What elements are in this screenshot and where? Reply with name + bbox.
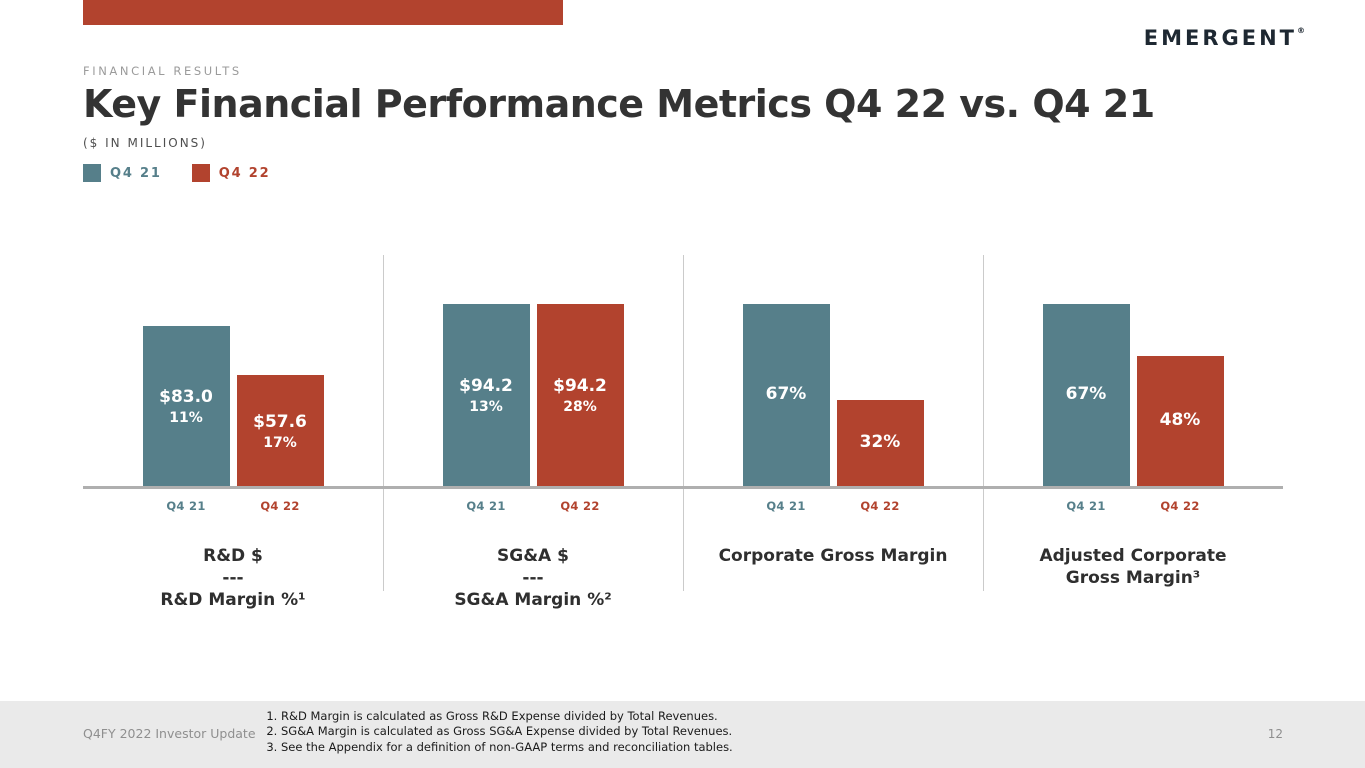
bar-value-label: $83.0 [159,387,213,407]
bar-q4-22: 48% [1136,356,1224,487]
bar-margin-label: 17% [263,434,297,451]
emergent-logo: EMERGENT® [1144,26,1305,50]
logo-text: EMERGENT [1143,26,1297,50]
group-label-line: --- [222,568,244,589]
axis-label-q4-22: Q4 22 [860,499,900,513]
bar-pair: 67% 32% [683,255,983,487]
legend-swatch-q4-22 [191,164,210,182]
chart-group-corporate-gross-margin: 67% 32% Q4 21 Q4 22 Corporate Gross Marg… [683,255,983,611]
bar-value-label: 67% [1065,384,1107,404]
bar-q4-21: 67% [1042,304,1130,487]
axis-labels: Q4 21 Q4 22 [383,487,683,513]
bar-pair: 67% 48% [983,255,1283,487]
bar-q4-21: $94.2 13% [442,304,530,487]
bar-pair: $94.2 13% $94.2 28% [383,255,683,487]
section-eyebrow: FINANCIAL RESULTS [83,64,242,78]
axis-label-q4-21: Q4 21 [166,499,206,513]
bar-q4-22: $57.6 17% [236,375,324,487]
group-label-line: SG&A Margin %² [454,590,612,611]
group-label: Adjusted Corporate Gross Margin³ [983,545,1283,589]
group-label-line: SG&A $ [497,546,569,566]
footnote-1: R&D Margin is calculated as Gross R&D Ex… [281,709,733,724]
bar-q4-22: $94.2 28% [536,304,624,487]
page-title: Key Financial Performance Metrics Q4 22 … [83,82,1155,126]
legend: Q4 21 Q4 22 [83,164,270,182]
footnote-2: SG&A Margin is calculated as Gross SG&A … [281,724,733,739]
axis-label-q4-22: Q4 22 [1160,499,1200,513]
legend-swatch-q4-21 [83,164,101,182]
bar-value-label: $57.6 [253,411,307,432]
group-label-line: R&D Margin %¹ [160,590,306,611]
bar-value-label: 48% [1159,410,1201,430]
group-divider [383,255,384,591]
bar-chart: $83.0 11% $57.6 17% Q4 21 Q4 22 R&D $ --… [83,255,1283,627]
bar-margin-label: 28% [563,399,597,415]
axis-labels: Q4 21 Q4 22 [83,487,383,513]
units-subtitle: ($ IN MILLIONS) [83,136,207,150]
axis-labels: Q4 21 Q4 22 [683,487,983,513]
legend-label-q4-21: Q4 21 [110,165,162,181]
bar-q4-21: 67% [742,304,830,487]
footnotes: R&D Margin is calculated as Gross R&D Ex… [266,709,733,755]
bar-q4-22: 32% [836,400,924,487]
group-divider [983,255,984,591]
group-label-line: Gross Margin³ [1065,568,1201,589]
bar-value-label: $94.2 [459,376,513,396]
bar-value-label: 67% [765,384,807,404]
bar-pair: $83.0 11% $57.6 17% [83,255,383,487]
axis-label-q4-22: Q4 22 [260,499,300,513]
top-accent-bar [83,0,563,25]
group-label: Corporate Gross Margin [683,545,983,567]
chart-group-adjusted-corporate-gross-margin: 67% 48% Q4 21 Q4 22 Adjusted Corporate G… [983,255,1283,611]
page-number: 12 [1267,727,1283,741]
group-divider [683,255,684,591]
legend-item-q4-21: Q4 21 [83,164,162,182]
group-label-line: R&D $ [203,546,263,566]
footer: Q4FY 2022 Investor Update R&D Margin is … [0,701,1365,768]
bar-q4-21: $83.0 11% [142,326,230,487]
group-label-line: --- [522,568,544,589]
bar-value-label: $94.2 [553,376,607,396]
chart-baseline [83,486,1283,489]
bar-value-label: 32% [859,432,901,452]
axis-label-q4-21: Q4 21 [466,499,506,513]
footer-deck-title: Q4FY 2022 Investor Update [83,726,256,741]
axis-label-q4-21: Q4 21 [1066,499,1106,513]
axis-label-q4-21: Q4 21 [766,499,806,513]
axis-labels: Q4 21 Q4 22 [983,487,1283,513]
bar-margin-label: 13% [469,399,503,415]
logo-registered-mark: ® [1297,26,1305,35]
group-label: R&D $ --- R&D Margin %¹ [83,545,383,611]
group-label-line: Corporate Gross Margin [718,546,948,566]
group-label: SG&A $ --- SG&A Margin %² [383,545,683,611]
footnote-3: See the Appendix for a definition of non… [281,740,733,755]
legend-item-q4-22: Q4 22 [191,164,271,182]
chart-group-sga: $94.2 13% $94.2 28% Q4 21 Q4 22 SG&A $ -… [383,255,683,611]
axis-label-q4-22: Q4 22 [560,499,600,513]
bar-margin-label: 11% [169,410,203,426]
chart-group-rd: $83.0 11% $57.6 17% Q4 21 Q4 22 R&D $ --… [83,255,383,611]
group-label-line: Adjusted Corporate [1039,546,1227,566]
legend-label-q4-22: Q4 22 [218,165,271,181]
